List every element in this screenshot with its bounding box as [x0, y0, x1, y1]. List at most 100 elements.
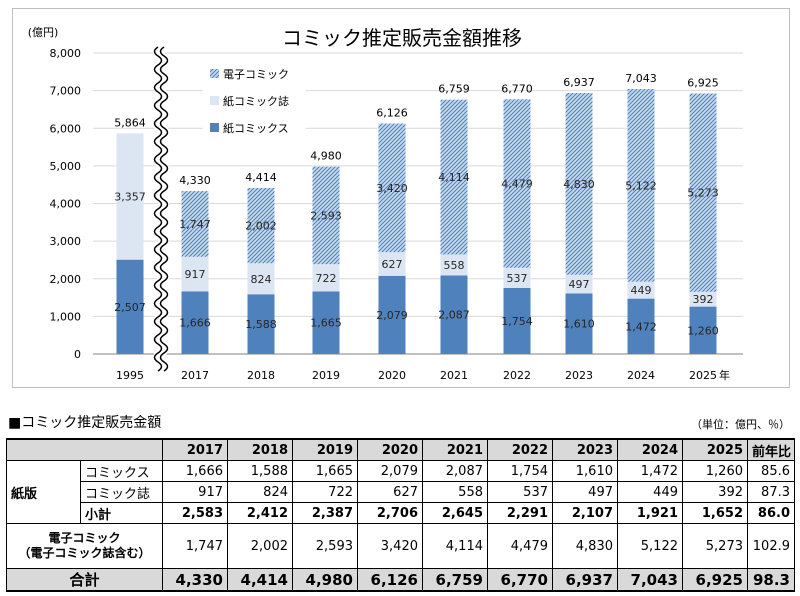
digital-label-line2: （電子コミック誌含む）: [18, 546, 151, 560]
table-cell: 4,330: [162, 568, 228, 592]
total-label: 4,980: [310, 150, 342, 163]
unit-note: （単位：億円、％）: [691, 418, 790, 431]
data-label: 558: [444, 259, 465, 272]
data-label: 497: [569, 278, 590, 291]
y-tick-label: 6,000: [50, 122, 82, 135]
total-label: 4,330: [179, 174, 211, 187]
table-cell: 6,770: [487, 568, 553, 592]
data-label: 5,122: [625, 179, 657, 192]
x-axis-unit: 年: [719, 368, 730, 382]
data-label: 2,079: [376, 309, 408, 322]
legend-swatch: [210, 123, 219, 132]
x-tick-label: 2021: [440, 369, 468, 382]
table-cell: 2,583: [162, 502, 228, 524]
table-cell: 4,980: [292, 568, 358, 592]
x-tick-label: 2017: [181, 369, 209, 382]
bar-segment: [440, 254, 468, 276]
bar-segment: [627, 281, 655, 299]
table-cell: 6,759: [422, 568, 488, 592]
total-label: 7,043: [625, 72, 657, 85]
table-cell: 2,079: [357, 460, 423, 482]
y-tick-label: 4,000: [50, 198, 82, 211]
data-label: 2,593: [310, 209, 342, 222]
table-cell: 2,387: [292, 502, 358, 524]
y-tick-label: 8,000: [50, 47, 82, 60]
header-year: 2023: [552, 438, 618, 461]
x-tick-label: 2025: [689, 369, 717, 382]
bar-segment: [440, 275, 468, 354]
table-cell: 6,126: [357, 568, 423, 592]
table-cell: 2,107: [552, 502, 618, 524]
data-label: 1,260: [687, 324, 719, 337]
data-label: 2,002: [245, 220, 277, 233]
bar-segment: [312, 264, 340, 292]
x-tick-label: 2022: [503, 369, 531, 382]
bar-segment: [503, 267, 531, 289]
table-cell: 7,043: [617, 568, 683, 592]
bar-segment: [116, 259, 144, 354]
y-tick-label: 2,000: [50, 273, 82, 286]
header-year: 2020: [357, 438, 423, 461]
digital-row-label: 電子コミック （電子コミック誌含む）: [6, 523, 163, 569]
total-label: 6,759: [438, 83, 470, 96]
data-label: 2,087: [438, 309, 470, 322]
data-label: 392: [693, 293, 714, 306]
table-cell: 1,260: [682, 460, 748, 482]
data-label: 1,666: [179, 317, 211, 330]
bar-segment: [565, 92, 593, 275]
data-label: 1,472: [625, 320, 657, 333]
bar-segment: [181, 291, 209, 354]
data-label: 2,507: [114, 301, 146, 314]
legend-label: 電子コミック: [223, 68, 289, 81]
x-tick-label: 2023: [565, 369, 593, 382]
table-cell: 5,273: [682, 523, 748, 569]
table-cell: 1,754: [487, 460, 553, 482]
table-cell: 87.3: [747, 481, 795, 503]
bar-segment: [565, 274, 593, 294]
data-label: 3,420: [376, 182, 408, 195]
bar-segment: [689, 291, 717, 307]
stacked-bar-chart: コミック推定販売金額推移 (億円) 0 1,000 2,000 3,000 4,000 5…: [28, 26, 743, 382]
header-year: 2021: [422, 438, 488, 461]
table-cell: 2,087: [422, 460, 488, 482]
data-label: 5,273: [687, 187, 719, 200]
header-year: 2025: [682, 438, 748, 461]
y-tick-label: 5,000: [50, 160, 82, 173]
data-label: 4,114: [438, 171, 470, 184]
table-cell: 2,593: [292, 523, 358, 569]
table-row-subtotal: 小計 2,583 2,412 2,387 2,706 2,645 2,291 2…: [7, 502, 795, 524]
header-year: 2017: [162, 438, 228, 461]
bar-segment: [627, 298, 655, 354]
axis-break-line: [153, 46, 163, 372]
row-label: コミック誌: [80, 481, 163, 503]
legend-box: [202, 60, 306, 142]
bar-segment: [247, 294, 275, 354]
table-cell: 1,472: [617, 460, 683, 482]
y-axis-unit: (億円): [28, 26, 59, 39]
bar-segment: [181, 256, 209, 292]
x-tick-label: 2020: [378, 369, 406, 382]
sales-table: 2017 2018 2019 2020 2021 2022 2023 2024 …: [6, 438, 795, 592]
data-label: 917: [185, 268, 206, 281]
table-cell: 558: [422, 481, 488, 503]
bar-segment: [565, 293, 593, 354]
bar-segment: [378, 123, 406, 253]
table-cell: 6,937: [552, 568, 618, 592]
table-header-row: 2017 2018 2019 2020 2021 2022 2023 2024 …: [6, 438, 795, 461]
x-tick-label: 2024: [627, 369, 655, 382]
bar-segment: [247, 187, 275, 264]
table-cell: 1,665: [292, 460, 358, 482]
table-cell: 1,652: [682, 502, 748, 524]
data-label: 1,754: [501, 315, 533, 328]
bar-segment: [689, 93, 717, 292]
table-cell: 85.6: [747, 460, 795, 482]
total-label: 6,126: [376, 107, 408, 120]
x-tick-label: 2018: [247, 369, 275, 382]
data-label: 449: [631, 284, 652, 297]
y-tick-label: 0: [74, 348, 81, 361]
total-label: 5,864: [114, 116, 146, 129]
table-cell: 4,114: [422, 523, 488, 569]
bar-segment: [247, 263, 275, 295]
header-yoy: 前年比: [747, 438, 795, 461]
bar-segment: [503, 288, 531, 354]
